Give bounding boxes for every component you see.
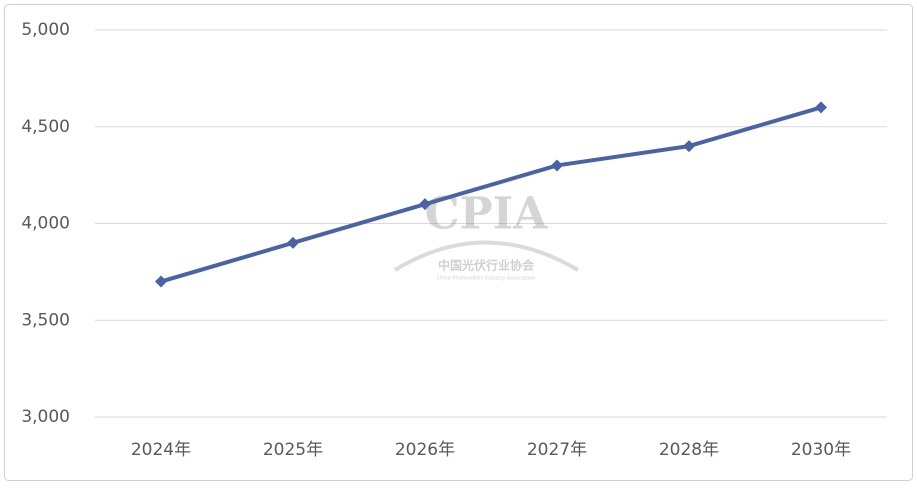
x-tick-label: 2024年 [131,440,191,460]
watermark-logo: CPIA [425,189,549,240]
chart-border [4,4,913,481]
x-tick-label: 2030年 [791,440,851,460]
y-tick-label: 3,000 [21,407,70,427]
y-tick-label: 5,000 [21,20,70,40]
y-tick-label: 3,500 [21,310,70,330]
y-tick-label: 4,500 [21,117,70,137]
marker [287,236,299,249]
marker [815,101,827,114]
x-tick-label: 2028年 [659,440,719,460]
watermark-arc [393,240,580,272]
series-line [160,105,822,284]
marker [419,198,431,211]
marker [683,140,695,153]
x-tick-label: 2026年 [395,440,455,460]
watermark-subtitle: China Photovoltaic Industry Association [437,276,536,282]
y-tick-label: 4,000 [21,214,70,234]
watermark-name: 中国光伏行业协会 [438,258,535,273]
x-tick-label: 2027年 [527,440,587,460]
marker [155,275,167,288]
marker [551,159,563,172]
x-tick-label: 2025年 [263,440,323,460]
